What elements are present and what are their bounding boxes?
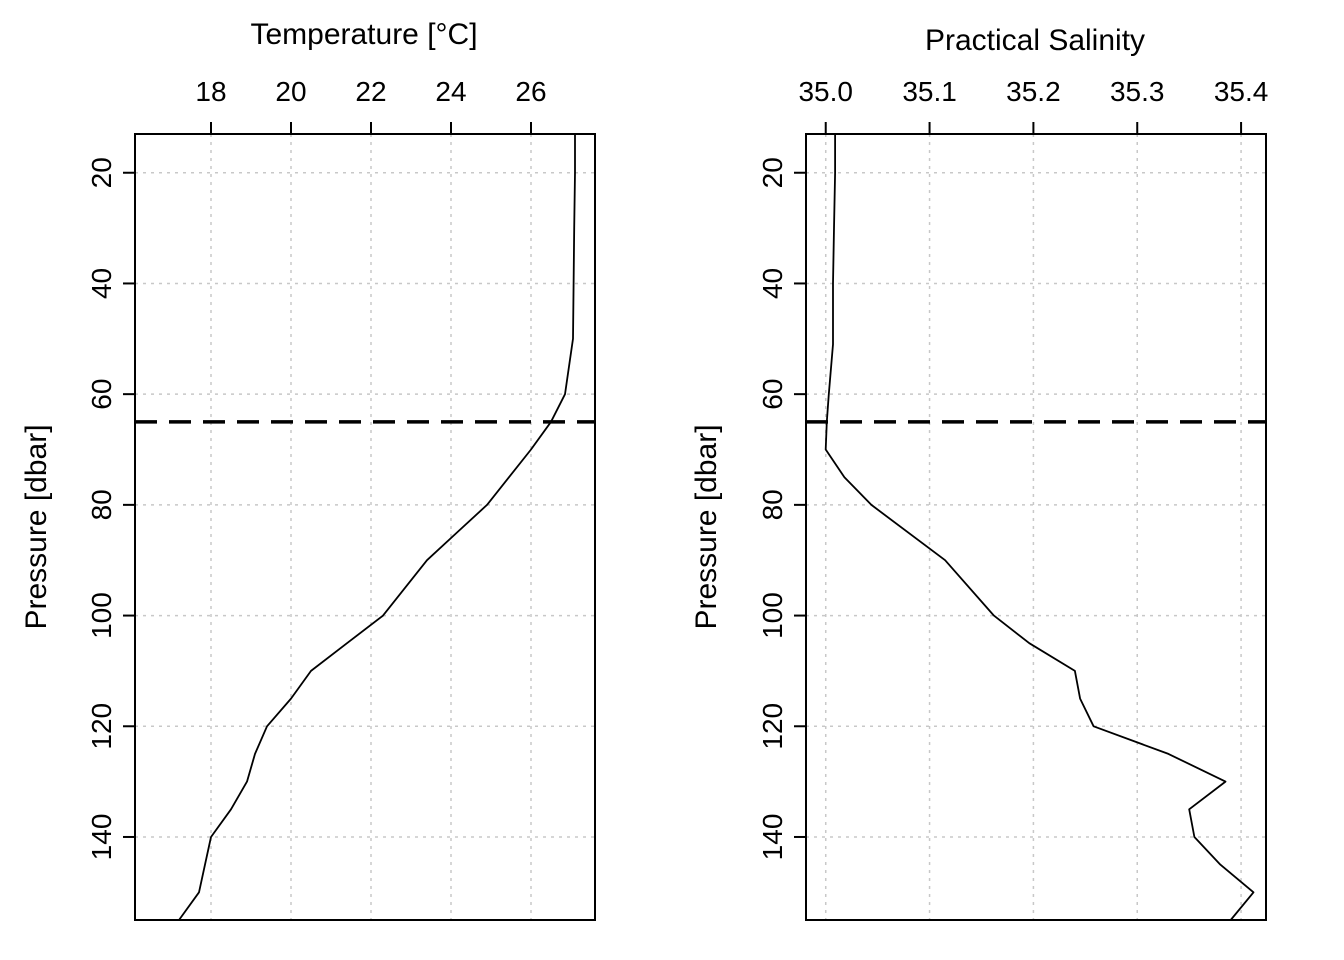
temperature-profile-line <box>178 134 576 921</box>
temperature-y-tick-label: 20 <box>86 157 117 188</box>
temperature-y-tick-label: 140 <box>86 814 117 861</box>
temperature-pressure-axis-title: Pressure [dbar] <box>20 424 53 629</box>
salinity-plot-frame <box>805 133 1267 921</box>
salinity-y-tick-label: 140 <box>757 814 788 861</box>
salinity-x-tick-label: 35.3 <box>1110 76 1165 107</box>
salinity-y-tick-label: 40 <box>757 268 788 299</box>
salinity-x-tick-label: 35.0 <box>798 76 853 107</box>
temperature-x-tick-label: 18 <box>195 76 226 107</box>
salinity-y-tick-label: 100 <box>757 592 788 639</box>
temperature-x-tick-label: 26 <box>515 76 546 107</box>
salinity-y-tick-label: 80 <box>757 489 788 520</box>
salinity-y-tick-label: 20 <box>757 157 788 188</box>
temperature-y-tick-label: 60 <box>86 379 117 410</box>
salinity-panel: Practical Salinity Pressure [dbar] 35.0 3… <box>690 24 1269 921</box>
temperature-plot-frame <box>134 133 596 921</box>
temperature-x-tick-label: 22 <box>355 76 386 107</box>
temperature-x-tick-label: 24 <box>435 76 466 107</box>
temperature-y-tick-label: 40 <box>86 268 117 299</box>
temperature-x-tick-label: 20 <box>275 76 306 107</box>
temperature-panel: Temperature [°C] Pressure [dbar] 18 20 22 2… <box>20 18 596 921</box>
salinity-y-tick-label: 120 <box>757 703 788 750</box>
salinity-axis-title: Practical Salinity <box>925 24 1145 57</box>
salinity-x-tick-label: 35.2 <box>1006 76 1061 107</box>
salinity-pressure-axis-title: Pressure [dbar] <box>690 424 723 629</box>
salinity-x-tick-label: 35.4 <box>1214 76 1269 107</box>
temperature-y-tick-label: 100 <box>86 592 117 639</box>
temperature-y-tick-label: 80 <box>86 489 117 520</box>
salinity-y-tick-label: 60 <box>757 379 788 410</box>
temperature-axis-title: Temperature [°C] <box>250 18 477 51</box>
temperature-y-tick-label: 120 <box>86 703 117 750</box>
salinity-profile-line <box>824 134 1255 921</box>
salinity-x-tick-label: 35.1 <box>902 76 957 107</box>
